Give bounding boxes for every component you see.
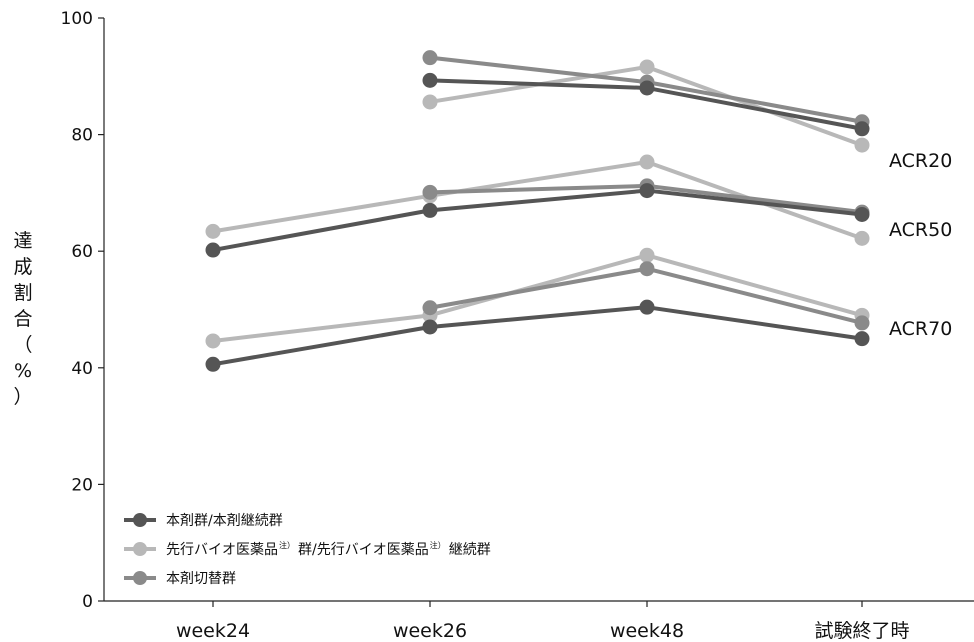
data-point-acr20-s2 bbox=[422, 94, 438, 110]
data-point-acr50-s1 bbox=[854, 206, 870, 222]
legend: 本剤群/本剤継続群 先行バイオ医薬品注） 群/先行バイオ医薬品注） 継続群 本剤切替… bbox=[124, 505, 491, 592]
data-point-acr70-s3 bbox=[854, 315, 870, 331]
y-tick-label: 100 bbox=[61, 9, 93, 29]
data-point-acr50-s2 bbox=[205, 223, 221, 239]
data-point-acr20-s2 bbox=[854, 137, 870, 153]
x-tick-label: week26 bbox=[393, 620, 467, 642]
data-point-acr70-s1 bbox=[205, 356, 221, 372]
y-axis-title-char: 割 bbox=[13, 282, 33, 304]
data-point-acr20-s1 bbox=[422, 72, 438, 88]
data-point-acr50-s1 bbox=[205, 242, 221, 258]
y-axis-title-char: 合 bbox=[13, 308, 33, 330]
legend-label-s2-part2: 群/先行バイオ医薬品 bbox=[298, 541, 429, 558]
data-point-acr70-s2 bbox=[639, 247, 655, 263]
y-tick-label: 0 bbox=[82, 592, 93, 612]
legend-label-s1: 本剤群/本剤継続群 bbox=[166, 512, 283, 529]
data-point-acr70-s3 bbox=[639, 261, 655, 277]
data-point-acr50-s2 bbox=[854, 230, 870, 246]
data-point-acr20-s2 bbox=[639, 59, 655, 75]
data-point-acr70-s1 bbox=[422, 319, 438, 335]
y-axis-title: 達 成 割 合 （ % ） bbox=[8, 228, 38, 410]
legend-label-s2-part3: 継続群 bbox=[448, 541, 491, 558]
y-axis-title-char: （ bbox=[13, 334, 33, 356]
data-point-acr70-s1 bbox=[854, 331, 870, 347]
data-point-acr20-s1 bbox=[639, 80, 655, 96]
y-axis-title-char: % bbox=[13, 360, 33, 382]
series-line-acr70-s1 bbox=[212, 305, 863, 367]
legend-item-s2: 先行バイオ医薬品注） 群/先行バイオ医薬品注） 継続群 bbox=[124, 534, 491, 563]
legend-footnote-mark: 注） bbox=[429, 540, 446, 550]
data-point-acr50-s2 bbox=[639, 154, 655, 170]
legend-swatch-s3 bbox=[124, 570, 156, 586]
data-point-acr50-s1 bbox=[422, 202, 438, 218]
series-line-acr50-s1 bbox=[212, 188, 863, 253]
y-tick-label: 40 bbox=[71, 359, 93, 379]
data-point-acr20-s1 bbox=[854, 121, 870, 137]
x-tick-label: week48 bbox=[610, 620, 684, 642]
y-axis-title-char: 達 bbox=[13, 230, 33, 252]
x-tick-label: week24 bbox=[176, 620, 250, 642]
legend-footnote-mark: 注） bbox=[279, 540, 295, 550]
legend-label-s2: 先行バイオ医薬品注） 群/先行バイオ医薬品注） 継続群 bbox=[166, 539, 491, 559]
y-tick-label: 80 bbox=[71, 126, 93, 146]
group-annotation-acr70: ACR70 bbox=[889, 318, 952, 340]
y-axis-title-char: 成 bbox=[13, 256, 33, 278]
y-tick-label: 20 bbox=[71, 475, 93, 495]
legend-label-s2-part1: 先行バイオ医薬品 bbox=[166, 541, 278, 558]
legend-swatch-s2 bbox=[124, 541, 156, 557]
legend-label-s3: 本剤切替群 bbox=[166, 570, 236, 587]
group-annotation-acr20: ACR20 bbox=[889, 150, 952, 172]
legend-swatch-s1 bbox=[124, 512, 156, 528]
x-tick-label: 試験終了時 bbox=[814, 620, 909, 642]
data-point-acr70-s3 bbox=[422, 300, 438, 316]
y-axis-title-char: ） bbox=[13, 386, 33, 408]
data-point-acr70-s1 bbox=[639, 299, 655, 315]
data-point-acr50-s3 bbox=[422, 184, 438, 200]
data-point-acr50-s1 bbox=[639, 183, 655, 199]
y-tick-label: 60 bbox=[71, 242, 93, 262]
data-point-acr20-s3 bbox=[422, 50, 438, 66]
data-point-acr70-s2 bbox=[205, 333, 221, 349]
group-annotation-acr50: ACR50 bbox=[889, 219, 952, 241]
series-line-acr70-s2 bbox=[212, 253, 863, 343]
legend-item-s3: 本剤切替群 bbox=[124, 563, 491, 592]
legend-item-s1: 本剤群/本剤継続群 bbox=[124, 505, 491, 534]
